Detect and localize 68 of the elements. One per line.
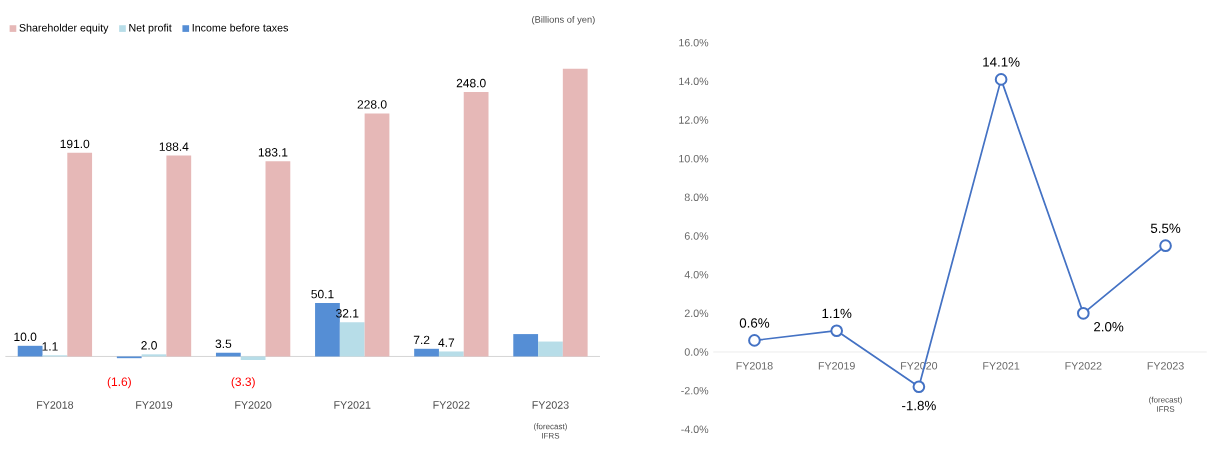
bar <box>562 68 588 357</box>
bar <box>538 341 563 357</box>
y-tick-label: -4.0% <box>681 425 709 434</box>
bar <box>67 152 93 357</box>
data-label: 10.0 <box>14 332 37 342</box>
data-label: 191.0 <box>60 139 90 149</box>
y-tick-label: 6.0% <box>684 232 709 240</box>
annotation: (forecast) IFRS <box>1149 396 1182 412</box>
data-label: 2.0 <box>141 341 157 350</box>
text: (forecast) IFRS <box>534 423 567 439</box>
x-tick-label: FY2018 <box>736 362 773 370</box>
x-tick-label: FY2022 <box>433 401 470 409</box>
x-tick-label: FY2019 <box>136 401 173 409</box>
y-tick-label: 14.0% <box>679 77 709 86</box>
bar <box>414 348 439 357</box>
data-label: 50.1 <box>311 289 334 299</box>
text: (Billions of yen) <box>532 15 595 25</box>
data-label: 7.2 <box>413 335 430 345</box>
data-label: 183.1 <box>258 148 288 157</box>
data-label: (3.3) <box>231 377 255 389</box>
bar <box>364 113 390 357</box>
bar <box>141 354 167 357</box>
bar <box>265 161 291 357</box>
x-tick-label: FY2021 <box>334 401 371 409</box>
bar <box>438 351 464 357</box>
bar <box>339 322 365 357</box>
point <box>912 380 926 394</box>
data-label: 3.5 <box>215 339 232 349</box>
bar <box>166 155 192 357</box>
data-label: 248.0 <box>456 78 486 88</box>
x-tick-label: FY2022 <box>1065 362 1102 370</box>
data-label: 0.6% <box>739 318 770 328</box>
bar <box>240 356 266 360</box>
point <box>748 334 761 347</box>
legend-label: Net profit <box>129 23 172 34</box>
x-tick-label: FY2023 <box>1147 362 1184 370</box>
y-tick-label: 16.0% <box>679 38 709 47</box>
data-label: (1.6) <box>107 377 131 389</box>
y-tick-label: -2.0% <box>681 386 709 395</box>
x-tick-label: FY2019 <box>818 362 855 370</box>
data-label: -1.8% <box>902 400 936 411</box>
y-tick-label: 4.0% <box>684 270 709 279</box>
legend-label: Income before taxes <box>192 23 289 32</box>
y-tick-label: 2.0% <box>684 309 709 318</box>
data-label: 4.7 <box>438 338 455 347</box>
point <box>994 73 1008 86</box>
bar <box>463 92 489 357</box>
bar <box>17 345 43 357</box>
point <box>1076 306 1090 320</box>
x-tick-label: FY2021 <box>983 362 1020 370</box>
legend-label: Shareholder equity <box>19 23 109 34</box>
x-tick-label: FY2018 <box>37 401 74 409</box>
x-tick-label: FY2023 <box>532 401 569 409</box>
data-label: 2.0% <box>1094 322 1124 332</box>
data-label: 1.1 <box>42 342 58 351</box>
data-label: 188.4 <box>159 142 189 151</box>
point <box>830 324 843 338</box>
data-label: 228.0 <box>357 100 387 109</box>
data-label: 5.5% <box>1150 223 1181 233</box>
y-tick-label: 12.0% <box>679 116 709 124</box>
point <box>1159 239 1172 252</box>
data-label: 14.1% <box>983 57 1020 67</box>
x-tick-label: FY2020 <box>235 401 272 409</box>
y-tick-label: 10.0% <box>679 154 709 163</box>
bar <box>513 334 539 357</box>
y-tick-label: 8.0% <box>684 193 709 202</box>
data-label: 1.1% <box>822 308 852 319</box>
y-tick-label: 0.0% <box>684 348 709 356</box>
